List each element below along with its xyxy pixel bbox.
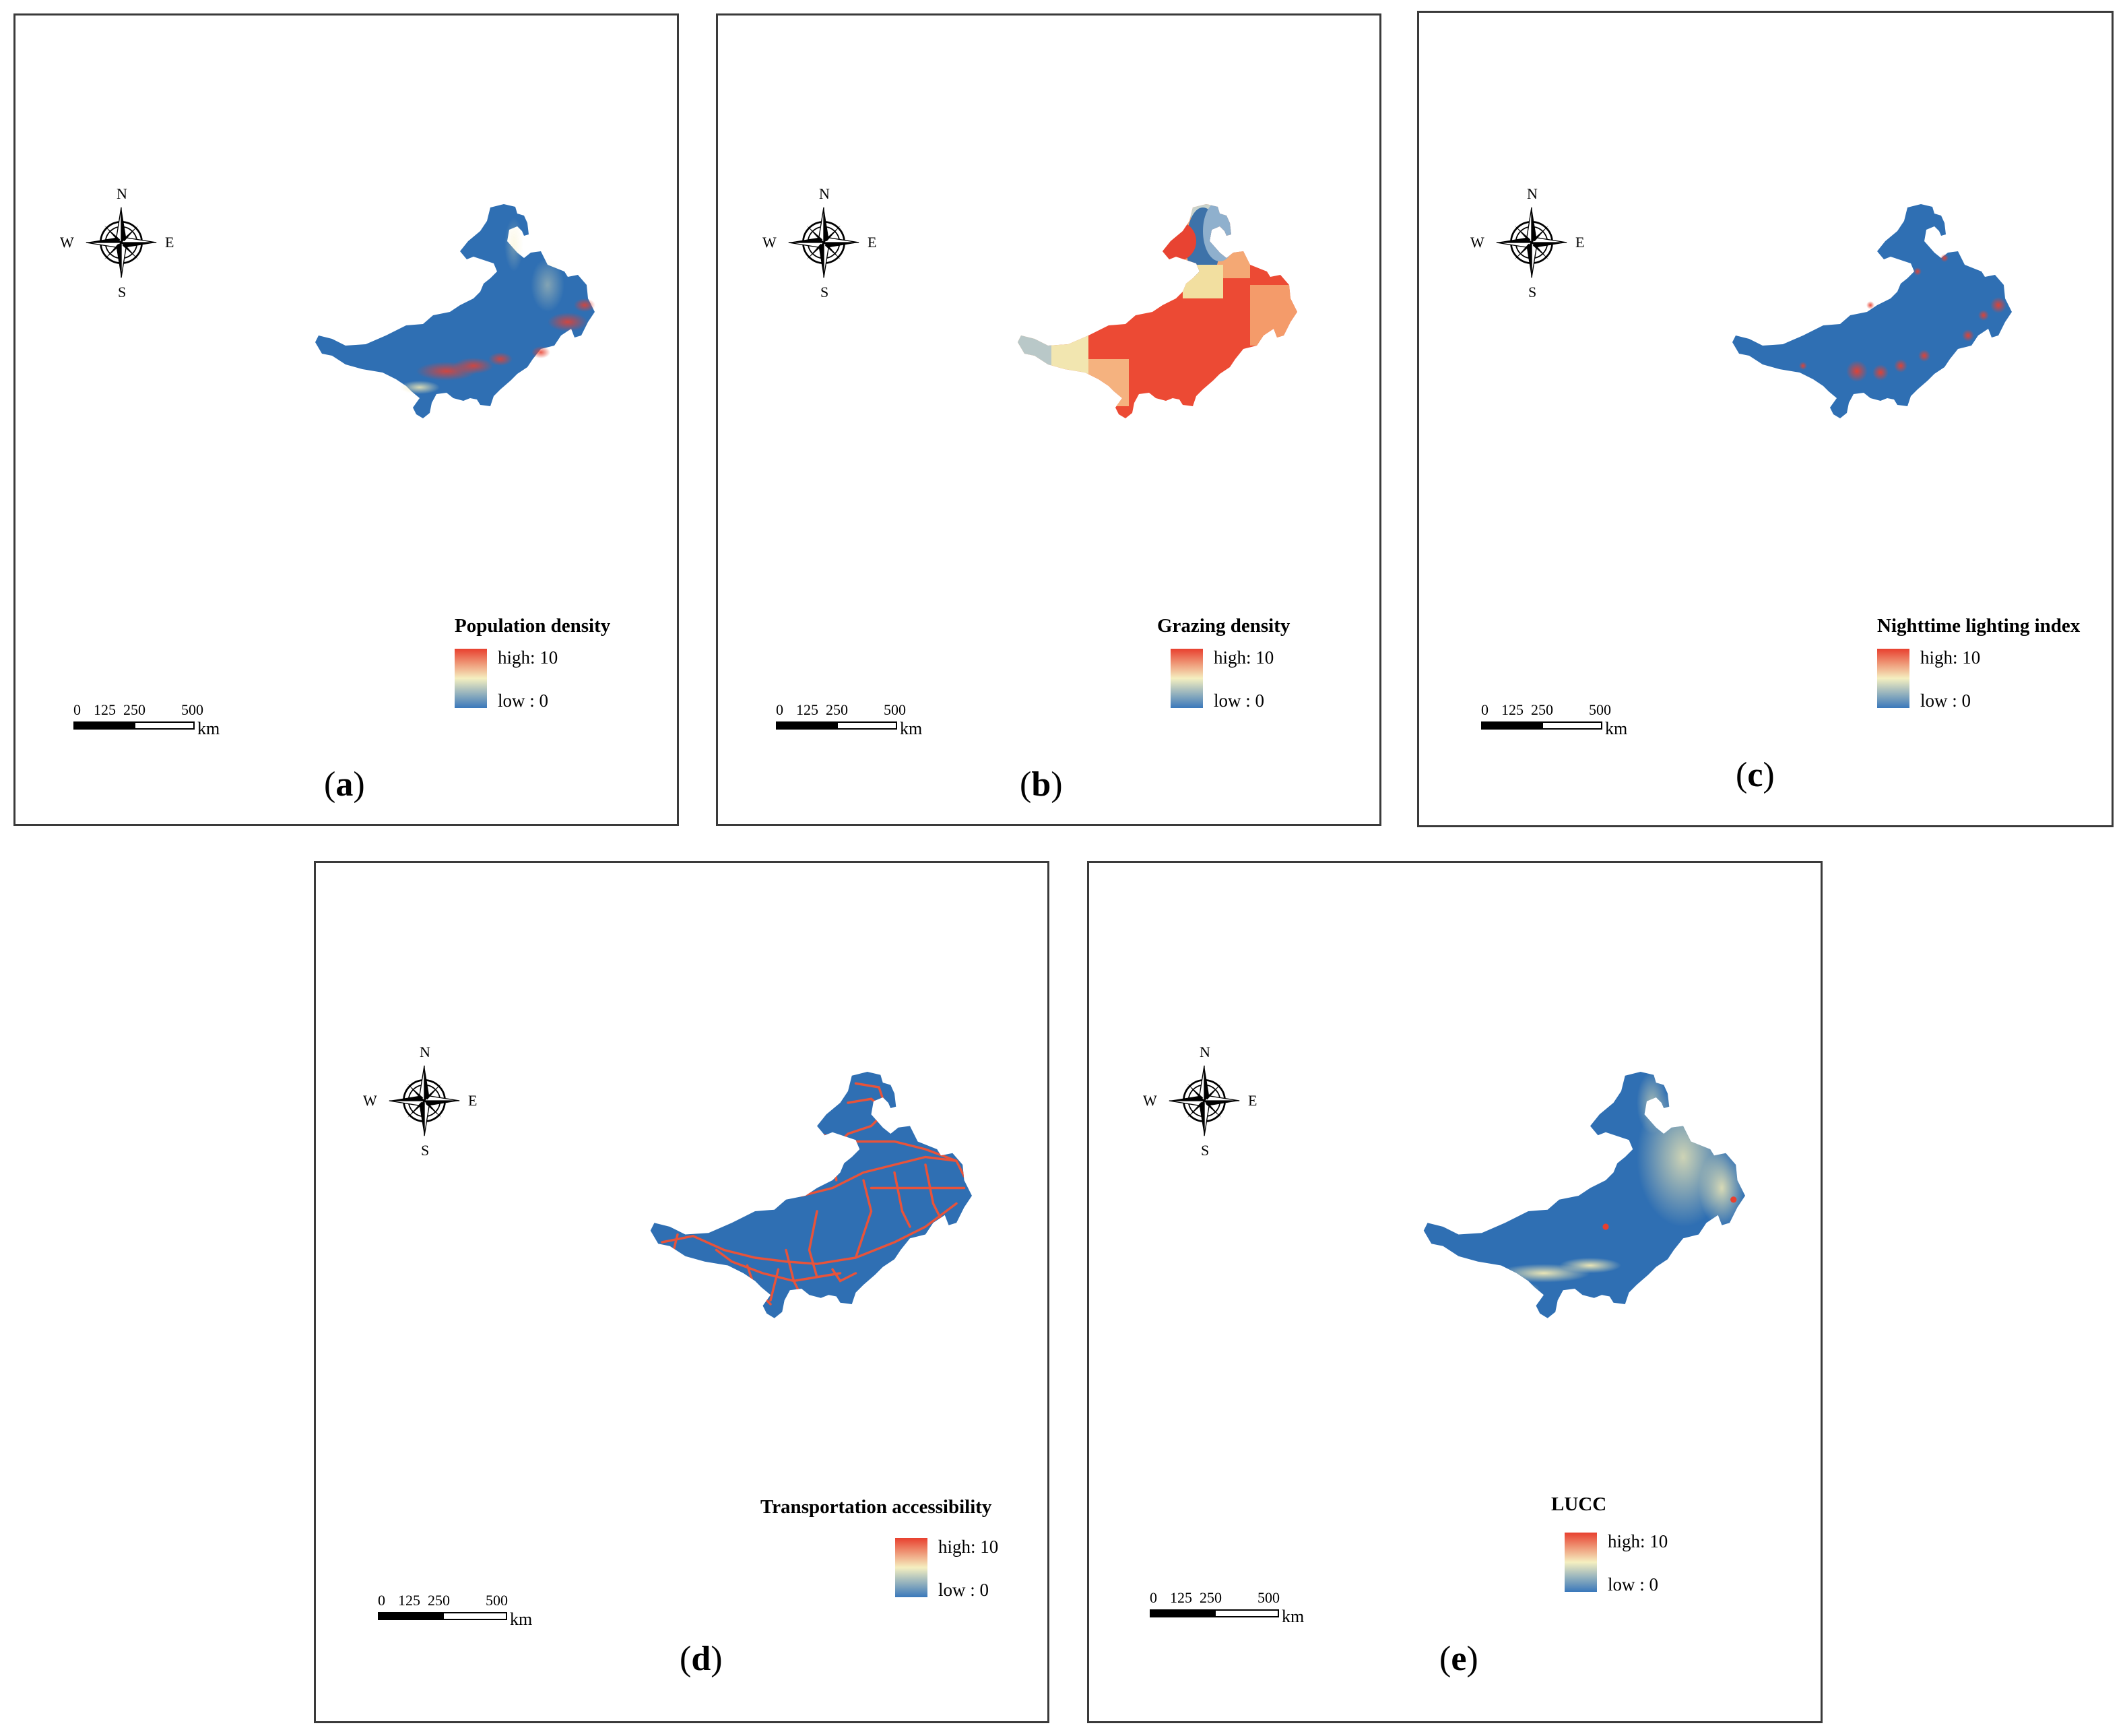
- legend-high: high: 10: [1920, 647, 1981, 668]
- map-lucc: [1423, 1072, 1745, 1318]
- legend-high: high: 10: [498, 647, 558, 668]
- legend-title: Nighttime lighting index: [1877, 615, 2081, 637]
- legend-low: low : 0: [1920, 690, 1971, 711]
- legend-high: high: 10: [1608, 1531, 1668, 1551]
- legend-low: low : 0: [1214, 690, 1265, 711]
- legend-high: high: 10: [938, 1537, 999, 1557]
- panel-e: N S E W LUCC high: 10 low : 0 0 125 250 …: [1087, 861, 1823, 1723]
- panel-a: N S E W Population density high: 10 low …: [13, 13, 679, 826]
- compass-w: W: [60, 234, 74, 251]
- compass-n: N: [117, 185, 127, 202]
- scale-bar: 0 125 250 500 km: [378, 1592, 533, 1629]
- scale-bar: 0 125 250 500 km: [1150, 1589, 1305, 1626]
- map-nighttime-lighting: [1732, 204, 2012, 418]
- panel-label: (c): [1736, 756, 1775, 794]
- legend-title: Population density: [455, 615, 611, 637]
- legend-low: low : 0: [938, 1580, 989, 1600]
- panel-label: (e): [1439, 1640, 1478, 1678]
- legend-low: low : 0: [1608, 1574, 1659, 1595]
- compass-icon: [1495, 206, 1568, 279]
- compass-icon: [787, 206, 860, 279]
- panel-d: N S E W Transportation accessibility hig…: [314, 861, 1049, 1723]
- compass-s: S: [118, 284, 127, 300]
- legend-title: Grazing density: [1157, 615, 1290, 637]
- compass-e: E: [165, 234, 174, 251]
- panel-c: N S E W Nighttime lighting index high: 1…: [1417, 11, 2114, 827]
- compass-icon: [388, 1064, 461, 1137]
- legend-title: LUCC: [1551, 1493, 1607, 1515]
- compass-rose: N S E W: [1470, 185, 1585, 300]
- scale-bar: 0 125 250 500 km: [73, 701, 220, 738]
- legend-color-ramp: [1877, 649, 1909, 708]
- legend-title: Transportation accessibility: [760, 1496, 992, 1518]
- map-transportation-accessibility: [650, 1072, 972, 1318]
- legend-color-ramp: [1171, 649, 1203, 708]
- compass-rose: N S E W: [762, 185, 877, 300]
- panel-label: (b): [1020, 765, 1063, 804]
- legend-color-ramp: [1565, 1533, 1597, 1592]
- compass-rose: N S E W: [363, 1043, 478, 1159]
- panel-b: N S E W Grazing density high: 10 low : 0…: [716, 13, 1381, 826]
- map-grazing-density: [1018, 204, 1297, 418]
- compass-icon: [85, 206, 158, 279]
- panel-label: (d): [680, 1640, 723, 1678]
- map-population-density: [315, 204, 595, 418]
- panel-label: (a): [324, 765, 365, 804]
- legend-low: low : 0: [498, 690, 549, 711]
- compass-icon: [1168, 1064, 1241, 1137]
- compass-rose: N S E W: [60, 187, 174, 300]
- scale-bar: 0 125 250 500 km: [1481, 701, 1628, 738]
- compass-rose: N S E W: [1143, 1043, 1257, 1159]
- legend-color-ramp: [455, 649, 487, 708]
- legend-high: high: 10: [1214, 647, 1274, 668]
- scale-bar: 0 125 250 500 km: [776, 701, 923, 738]
- legend-color-ramp: [895, 1538, 927, 1597]
